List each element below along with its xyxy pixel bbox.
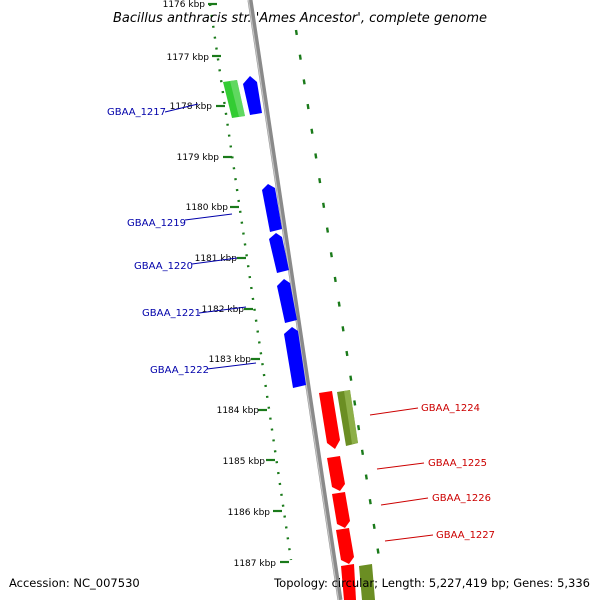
ruler-label-1185: 1185 kbp <box>223 457 266 467</box>
cds-arrow-gbaa-1220[interactable] <box>269 233 289 273</box>
ruler-label-1183: 1183 kbp <box>209 355 252 365</box>
gene-label-gbaa-1225[interactable]: GBAA_1225 <box>428 458 487 469</box>
genome-backbone <box>247 0 343 600</box>
topology-text: Topology: circular; Length: 5,227,419 bp… <box>273 576 590 590</box>
cds-arrow-gbaa-1224[interactable] <box>319 391 340 449</box>
gene-label-gbaa-1227[interactable]: GBAA_1227 <box>436 530 495 541</box>
ruler-ticks <box>208 2 289 564</box>
gene-label-gbaa-1217[interactable]: GBAA_1217 <box>107 107 166 118</box>
ruler-label-1176: 1176 kbp <box>163 0 206 10</box>
accession-text: Accession: NC_007530 <box>9 576 140 590</box>
ruler-labels: 1176 kbp 1177 kbp 1178 kbp 1179 kbp 1180… <box>163 0 277 569</box>
gene-feature-gbaa-1217-gene-highlight <box>230 80 245 117</box>
leader-gbaa-1222 <box>206 362 257 370</box>
reverse-features <box>319 390 375 600</box>
genome-title: Bacillus anthracis str. 'Ames Ancestor',… <box>113 11 487 26</box>
ruler-label-1177: 1177 kbp <box>167 53 210 63</box>
cds-arrow-gbaa-1226[interactable] <box>332 492 350 528</box>
forward-gene-labels: GBAA_1217 GBAA_1219 GBAA_1220 GBAA_1221 … <box>107 107 209 376</box>
ruler-label-1180: 1180 kbp <box>186 203 229 213</box>
gene-label-gbaa-1221[interactable]: GBAA_1221 <box>142 308 201 319</box>
leader-gbaa-1219 <box>184 213 233 221</box>
gene-label-gbaa-1222[interactable]: GBAA_1222 <box>150 365 209 376</box>
leader-gbaa-1227 <box>384 534 434 542</box>
leader-gbaa-1224 <box>369 407 419 416</box>
ruler-label-1186: 1186 kbp <box>228 508 271 518</box>
ruler-label-1184: 1184 kbp <box>217 406 260 416</box>
cds-arrow-partial[interactable] <box>341 564 356 600</box>
ruler-label-1179: 1179 kbp <box>177 153 220 163</box>
cds-arrow-gbaa-1217[interactable] <box>243 76 262 115</box>
ruler-label-1187: 1187 kbp <box>234 559 277 569</box>
reverse-label-leaders <box>369 407 434 542</box>
cds-arrow-gbaa-1222[interactable] <box>284 327 306 388</box>
gene-label-gbaa-1224[interactable]: GBAA_1224 <box>421 403 480 414</box>
ruler-label-1181: 1181 kbp <box>195 254 238 264</box>
leader-gbaa-1226 <box>380 497 429 506</box>
gene-label-gbaa-1220[interactable]: GBAA_1220 <box>134 261 193 272</box>
gene-feature-gbaa-1224-gene-highlight <box>344 390 358 444</box>
gene-label-gbaa-1219[interactable]: GBAA_1219 <box>127 218 186 229</box>
forward-label-leaders <box>164 103 257 370</box>
gene-label-gbaa-1226[interactable]: GBAA_1226 <box>432 493 491 504</box>
cds-arrow-gbaa-1225[interactable] <box>327 456 345 491</box>
cds-arrow-gbaa-1219[interactable] <box>262 184 282 232</box>
gene-feature-partial[interactable] <box>359 564 375 600</box>
reverse-gene-labels: GBAA_1224 GBAA_1225 GBAA_1226 GBAA_1227 <box>421 403 495 541</box>
leader-gbaa-1221 <box>198 306 247 314</box>
ruler-label-1178: 1178 kbp <box>170 102 213 112</box>
leader-gbaa-1217 <box>164 103 199 113</box>
forward-features <box>223 76 306 388</box>
leader-gbaa-1220 <box>191 257 238 265</box>
leader-gbaa-1225 <box>376 462 425 470</box>
genome-backbone-highlight <box>247 0 340 600</box>
cds-arrow-gbaa-1221[interactable] <box>277 279 297 323</box>
cds-arrow-gbaa-1227[interactable] <box>336 528 354 564</box>
